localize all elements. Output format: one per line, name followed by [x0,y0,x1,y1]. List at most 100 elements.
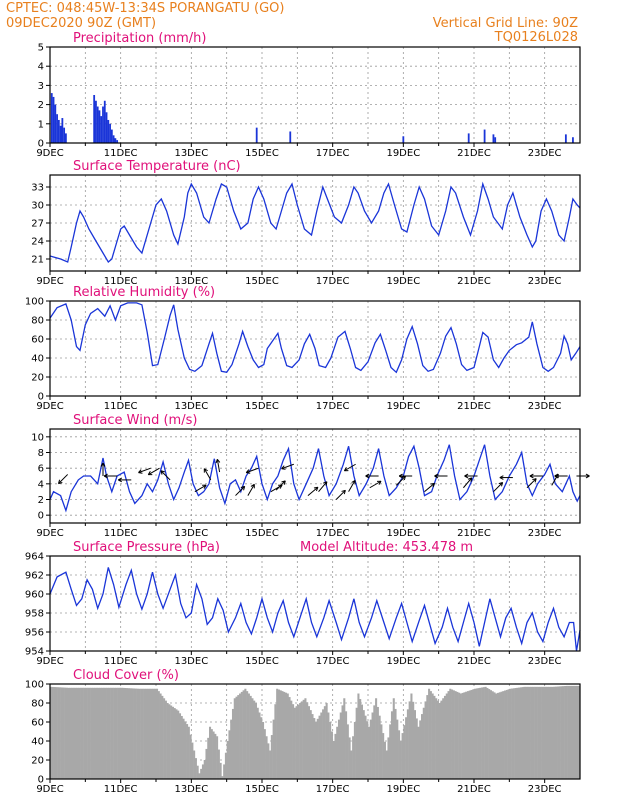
x-tick-label: 11DEC [104,656,138,667]
cloud-bar [458,692,461,779]
cloud-bar [475,688,478,779]
cloud-bar [129,688,132,779]
cloud-bar [320,712,323,779]
precip-bar [107,119,110,143]
temperature-panel: Surface Temperature (nC) 21 24 27 30 33 9DEC 11… [31,159,581,287]
wind-arrow [307,486,319,496]
cloud-bar [309,710,312,779]
wind-arrow [103,473,118,479]
cloud-bar [221,776,224,779]
pressure-title: Surface Pressure (hPa) [73,540,220,555]
humidity-title: Relative Humidity (%) [73,285,215,300]
precip-bar [50,93,53,143]
cloud-bar [214,733,217,779]
cloud-bar [134,688,137,779]
cloud-bar [178,713,182,779]
cloud-cover-panel: Cloud Cover (%) 0 20 40 60 80 100 9DEC 11DEC 13DE… [25,668,581,795]
wind-arrow [464,473,478,479]
cloud-bar [512,688,515,779]
cloud-bar [337,719,341,779]
cloud-bar [530,686,533,779]
cloud-bar [237,695,240,779]
cloud-bar [516,687,519,779]
y-tick-label: 80 [31,316,44,327]
cloud-bar [212,731,215,779]
cloud-bar [334,733,337,779]
cloud-bar [350,750,353,779]
wind-arrow [100,462,106,476]
cloud-bar [65,687,68,779]
wind-arrow [247,483,255,496]
cloud-bar [136,688,139,779]
cloud-bar [477,688,480,779]
y-tick-label: 962 [25,571,44,582]
cloud-bar [231,708,235,779]
cloud-bar [141,688,144,779]
cloud-bar [170,705,173,779]
y-tick-label: 2 [38,495,44,506]
cloud-bar [122,687,125,779]
cloud-bar [103,687,106,779]
precip-bar [402,136,405,143]
cloud-bar [479,687,482,779]
precip-bar [572,137,574,143]
cloud-bar [364,715,367,779]
cloud-bar [198,773,201,779]
cloud-bar [104,687,107,779]
y-tick-label: 60 [31,335,44,346]
wind-arrow [215,458,221,473]
cloud-bar [541,686,544,779]
cloud-bar [302,699,305,779]
y-tick-label: 6 [38,464,44,475]
x-tick-label: 15DEC [245,401,279,412]
precip-bar [52,96,55,143]
cloud-bar [81,687,84,779]
wind-arrow [335,489,346,500]
cloud-bar [297,704,300,779]
wind-arrow [138,467,151,474]
y-tick-label: 21 [31,255,44,266]
wind-arrow [398,473,413,479]
precip-bar [61,118,64,143]
x-tick-label: 19DEC [386,276,420,287]
cloud-bar [288,697,291,779]
cloud-bar [360,704,363,779]
cloud-bar [330,731,333,779]
cloud-bar [299,703,302,779]
cloud-bar [348,737,351,779]
precip-bar [467,133,470,143]
y-tick-label: 4 [38,479,44,490]
cloud-bar [558,686,561,779]
cloud-bar [426,695,429,779]
y-tick-label: 40 [31,354,44,365]
cloud-bar [482,687,485,779]
cloud-bar [368,726,371,779]
precip-bar [109,123,111,143]
cloud-bar [55,687,58,779]
y-tick-label: 0 [38,392,44,403]
cloud-bar [168,704,171,779]
cloud-bar [443,695,447,779]
cloud-bar [180,715,183,779]
cloud-bar [62,687,65,779]
cloud-bar [504,690,507,779]
x-tick-label: 21DEC [457,656,491,667]
x-tick-label: 9DEC [36,528,63,539]
cloud-bar [415,718,418,779]
header-date: 09DEC2020 90Z (GMT) [6,16,156,31]
cloud-bar [87,687,90,779]
cloud-bar [578,685,581,779]
cloud-bar [133,688,136,779]
cloud-bar [262,722,265,779]
cloud-bar [292,704,295,779]
y-tick-label: 958 [25,609,44,620]
wind-arrow [369,480,382,489]
y-tick-label: 2 [38,100,44,111]
cloud-bar [327,712,330,779]
cloud-bar [375,698,378,779]
cloud-bar [226,741,229,779]
cloud-bar [163,698,166,779]
cloud-bar [449,688,452,779]
x-tick-label: 23DEC [528,276,562,287]
cloud-bar [553,686,556,779]
